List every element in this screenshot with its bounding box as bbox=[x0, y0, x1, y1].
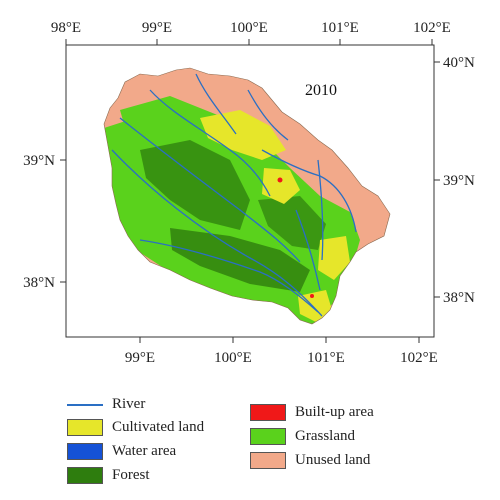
legend-label: Unused land bbox=[295, 451, 371, 468]
legend-item-forest: Forest bbox=[67, 465, 150, 485]
map-legend: River Cultivated land Water area Forest … bbox=[0, 388, 500, 500]
bottom-axis-label: 100°E bbox=[214, 350, 252, 366]
bottom-axis-label: 99°E bbox=[125, 350, 155, 366]
top-axis-label: 101°E bbox=[321, 20, 359, 36]
region-outline bbox=[103, 67, 391, 325]
water-swatch bbox=[67, 442, 103, 460]
top-axis-label: 99°E bbox=[142, 20, 172, 36]
forest-area-3 bbox=[258, 196, 326, 250]
legend-label: Built-up area bbox=[295, 403, 374, 420]
bottom-axis-label: 102°E bbox=[400, 350, 438, 366]
legend-label: River bbox=[112, 395, 146, 412]
legend-item-grassland: Grassland bbox=[250, 426, 355, 446]
right-axis-label: 40°N bbox=[443, 55, 475, 71]
cultivated-area-3 bbox=[318, 236, 350, 280]
cultivated-swatch bbox=[67, 418, 103, 436]
legend-label: Forest bbox=[112, 466, 150, 483]
bottom-axis-label: 101°E bbox=[307, 350, 345, 366]
cultivated-area-1 bbox=[200, 110, 286, 160]
legend-item-builtup: Built-up area bbox=[250, 402, 374, 422]
left-axis-label: 39°N bbox=[23, 153, 55, 169]
right-axis-label: 38°N bbox=[443, 290, 475, 306]
right-axis-label: 39°N bbox=[443, 173, 475, 189]
cultivated-area-2 bbox=[262, 168, 300, 204]
land-use-map: 2010 98°E 99°E 100°E 101°E 102°E 99°E 10… bbox=[23, 20, 475, 366]
river-line-swatch bbox=[67, 396, 103, 413]
unused-swatch bbox=[250, 451, 286, 469]
top-axis-label: 98°E bbox=[51, 20, 81, 36]
tick-marks bbox=[60, 39, 440, 343]
built-up-area-2 bbox=[310, 294, 314, 298]
legend-label: Water area bbox=[112, 442, 177, 459]
builtup-swatch bbox=[250, 403, 286, 421]
legend-item-unused: Unused land bbox=[250, 450, 370, 470]
cultivated-area-4 bbox=[298, 290, 332, 322]
forest-swatch bbox=[67, 466, 103, 484]
river-network bbox=[111, 73, 357, 317]
legend-item-cultivated: Cultivated land bbox=[67, 417, 204, 437]
top-axis-label: 100°E bbox=[230, 20, 268, 36]
left-axis-label: 38°N bbox=[23, 275, 55, 291]
legend-item-water: Water area bbox=[67, 441, 176, 461]
built-up-area-1 bbox=[277, 177, 283, 183]
legend-label: Cultivated land bbox=[112, 418, 205, 435]
top-axis-label: 102°E bbox=[413, 20, 451, 36]
legend-label: Grassland bbox=[295, 427, 355, 444]
forest-area-1 bbox=[140, 140, 250, 230]
map-year-label: 2010 bbox=[305, 82, 337, 99]
legend-item-river: River bbox=[67, 394, 145, 414]
grassland-swatch bbox=[250, 427, 286, 445]
forest-area-2 bbox=[170, 228, 310, 292]
grassland-north bbox=[120, 96, 230, 134]
